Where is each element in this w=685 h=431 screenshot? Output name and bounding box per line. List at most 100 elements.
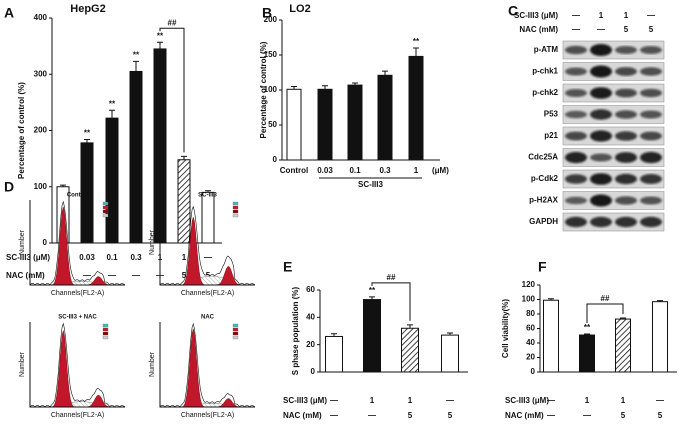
row-value: — xyxy=(583,411,591,420)
y-tick-label: 150 xyxy=(264,50,278,59)
x-axis-label: SC-III3 xyxy=(358,180,383,189)
row-value: 5 xyxy=(624,25,629,34)
legend-swatch xyxy=(232,209,239,214)
blot-band xyxy=(640,46,662,54)
blot-band xyxy=(590,194,612,207)
legend-swatch xyxy=(102,201,109,206)
panel-letter: D xyxy=(4,179,14,195)
row-value: 1 xyxy=(408,396,413,405)
row-value: — xyxy=(132,271,140,280)
blot-band xyxy=(590,109,612,120)
blot-band xyxy=(640,174,662,184)
blot-band xyxy=(565,174,587,184)
row-label: SC-III3 (μM) xyxy=(514,11,558,20)
y-tick-label: 200 xyxy=(264,15,278,24)
row-value: — xyxy=(108,271,116,280)
blot-band xyxy=(615,131,637,141)
blot-band xyxy=(565,196,587,205)
blot-strip xyxy=(562,83,665,103)
legend-swatch xyxy=(102,327,109,332)
error-bar xyxy=(84,139,90,143)
error-bar xyxy=(181,155,187,160)
x-axis-label: Channels(FL2-A) xyxy=(181,412,234,419)
row-value: 1 xyxy=(599,11,604,20)
y-tick-label: 100 xyxy=(522,295,536,304)
legend-swatch xyxy=(102,213,109,218)
blot-band xyxy=(565,216,587,228)
blot-band xyxy=(615,152,637,163)
blot-band xyxy=(590,87,612,99)
significance: ** xyxy=(109,99,116,108)
protein-label: p-H2AX xyxy=(529,196,559,205)
bar xyxy=(325,335,343,373)
panel-letter: F xyxy=(538,259,547,275)
row-value: 5 xyxy=(206,271,211,280)
blot-band xyxy=(565,110,587,119)
y-tick-label: 0 xyxy=(273,155,278,164)
row-value: — xyxy=(330,396,338,405)
blot-band xyxy=(615,67,637,76)
error-bar xyxy=(548,298,554,301)
y-tick-label: 300 xyxy=(34,69,48,78)
frame xyxy=(159,322,255,408)
bar xyxy=(177,159,191,244)
y-tick-label: 60 xyxy=(306,285,315,294)
bar xyxy=(377,74,393,161)
bracket xyxy=(159,27,185,153)
legend-swatch xyxy=(102,205,109,210)
blot-strip xyxy=(562,212,665,232)
y-axis-label: S phase population (%) xyxy=(291,286,300,375)
error-bar xyxy=(291,86,297,90)
blot-band xyxy=(565,45,587,55)
blot-band xyxy=(640,131,662,141)
row-value: — xyxy=(656,396,664,405)
significance: ** xyxy=(584,323,591,332)
y-tick-label: 400 xyxy=(34,13,48,22)
blot-band xyxy=(615,173,637,185)
error-bar xyxy=(369,296,375,300)
x-tick-label: 1 xyxy=(414,166,419,175)
legend-swatch xyxy=(232,213,239,218)
y-axis-label: Number xyxy=(149,229,156,255)
blot-band xyxy=(565,131,587,141)
y-tick-label: 120 xyxy=(522,280,536,289)
significance: ** xyxy=(84,129,91,138)
y-tick-label: 80 xyxy=(526,309,535,318)
error-bar xyxy=(205,190,211,193)
bar xyxy=(363,299,381,373)
y-tick-label: 0 xyxy=(43,238,48,247)
histogram-outline xyxy=(29,322,126,408)
panel-title: NAC xyxy=(201,315,215,321)
blot-strip xyxy=(562,62,665,81)
row-label: SC-III3 (μM) xyxy=(283,396,327,405)
blot-band xyxy=(565,151,587,164)
blot-band xyxy=(640,216,662,228)
error-bar xyxy=(157,41,163,49)
row-value: 5 xyxy=(658,411,663,420)
y-tick-label: 60 xyxy=(526,324,535,333)
protein-label: Cdc25A xyxy=(528,153,558,162)
error-bar xyxy=(620,317,626,320)
frame xyxy=(29,322,125,408)
row-value: — xyxy=(83,271,91,280)
legend-swatch xyxy=(102,331,109,336)
blot-band xyxy=(590,130,612,142)
blot-band xyxy=(640,110,662,119)
panel-letter: E xyxy=(283,259,292,275)
panel-title: SC-III3 + NAC xyxy=(58,315,97,321)
legend-swatch xyxy=(232,331,239,336)
bracket-label: ## xyxy=(168,18,177,27)
y-tick-label: 200 xyxy=(34,126,48,135)
bar xyxy=(543,299,559,373)
blot-band xyxy=(615,88,637,98)
error-bar xyxy=(331,333,337,337)
blot-band xyxy=(640,151,662,164)
bar xyxy=(286,88,302,161)
row-value: 0.3 xyxy=(130,253,142,262)
error-bar xyxy=(447,332,453,336)
legend-swatch xyxy=(102,209,109,214)
row-value: 1 xyxy=(182,253,187,262)
x-tick-label: 0.1 xyxy=(349,166,361,175)
y-axis-label: Percentage of control (%) xyxy=(259,41,268,138)
bar xyxy=(652,301,668,373)
